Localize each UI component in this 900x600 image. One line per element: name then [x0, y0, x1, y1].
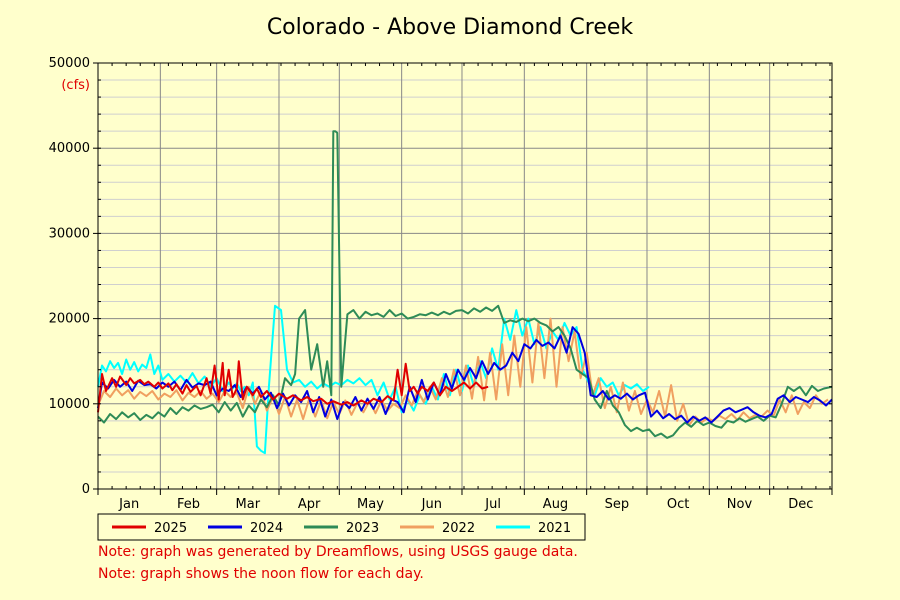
x-tick-label-mar: Mar: [236, 497, 261, 512]
y-unit-label: (cfs): [61, 78, 90, 93]
x-tick-label-sep: Sep: [605, 497, 630, 512]
y-tick-label: 0: [82, 482, 90, 497]
y-tick-label: 30000: [49, 226, 90, 241]
note-noon-flow: Note: graph shows the noon flow for each…: [98, 566, 424, 582]
chart-title: Colorado - Above Diamond Creek: [267, 15, 634, 40]
y-tick-label: 40000: [49, 141, 90, 156]
legend-label-2025: 2025: [154, 521, 187, 536]
series-line-2023: [97, 130, 833, 439]
x-tick-label-oct: Oct: [667, 497, 689, 512]
y-tick-label: 20000: [49, 312, 90, 327]
legend-label-2022: 2022: [442, 521, 475, 536]
series-lines: [97, 130, 833, 455]
legend-label-2021: 2021: [538, 521, 571, 536]
x-tick-label-may: May: [357, 497, 384, 512]
legend-label-2023: 2023: [346, 521, 379, 536]
x-tick-label-nov: Nov: [727, 497, 753, 512]
x-tick-label-jul: Jul: [484, 497, 501, 512]
grid-lines: [98, 62, 832, 490]
series-line-2025: [97, 360, 489, 413]
y-tick-label: 50000: [49, 56, 90, 71]
axes: 0 10000 20000 30000 40000 50000 Jan Feb Mar Apr Ma…: [49, 56, 833, 512]
plot-frame: [97, 62, 833, 490]
x-tick-label-feb: Feb: [177, 497, 200, 512]
x-tick-label-apr: Apr: [298, 497, 321, 512]
legend: 2025 2024 2023 2022 2021: [97, 513, 586, 541]
x-tick-label-dec: Dec: [788, 497, 813, 512]
legend-label-2024: 2024: [250, 521, 283, 536]
x-tick-label-jun: Jun: [421, 497, 442, 512]
note-source: Note: graph was generated by Dreamflows,…: [98, 544, 578, 560]
y-tick-label: 10000: [49, 397, 90, 412]
x-tick-label-jan: Jan: [118, 497, 139, 512]
x-tick-label-aug: Aug: [543, 497, 568, 512]
plot-area: [98, 63, 832, 489]
